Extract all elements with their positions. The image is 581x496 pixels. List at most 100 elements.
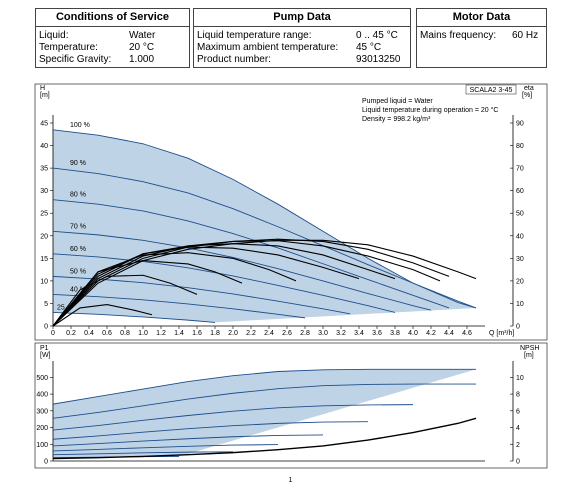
page-number: 1 [288,477,293,484]
power-y-axis-unit: [W] [40,352,51,359]
head-curve-label: 70 % [70,223,86,230]
head-x-tick-label: 1.0 [138,330,148,337]
head-curve-label: 50 % [70,268,86,275]
pump-label-ambient: Maximum ambient temperature: [197,42,339,53]
motor-label-frequency: Mains frequency: [420,30,497,41]
head-x-tick-label: 0.8 [120,330,130,337]
head-curve-label: 40 % [70,286,86,293]
pump-value-ambient: 45 °C [356,42,382,53]
power-operating-area [53,369,476,458]
motor-data-title: Motor Data [417,9,546,27]
head-x-tick-label: 2.2 [246,330,256,337]
eta-y-tick-label: 90 [516,121,524,128]
npsh-curve [52,417,477,460]
efficiency-curve-2 [52,240,441,327]
power-y-tick-label: 400 [36,392,48,399]
pump-value-temp-range: 0 .. 45 °C [356,30,398,41]
power-y-axis-label: P1 [40,345,49,352]
pump-data-title: Pump Data [194,9,410,27]
head-y-tick-label: 30 [40,188,48,195]
head-x-tick-label: 0 [51,330,55,337]
head-x-tick-label: 4.2 [426,330,436,337]
pump-data-table: Pump Data Liquid temperature range: 0 ..… [193,8,411,68]
head-curve-label: 60 % [70,246,86,253]
power-y-tick-label: 100 [36,442,48,449]
head-curve-3 [52,230,432,311]
head-x-tick-label: 4.0 [408,330,418,337]
pump-note: Pumped liquid = Water [362,98,433,105]
eta-y-axis-label: eta [524,85,534,92]
head-x-tick-label: 2.4 [264,330,274,337]
head-curve-7 [52,312,216,323]
eta-y-tick-label: 60 [516,188,524,195]
power-curve-3 [52,421,369,440]
head-curve-1 [52,167,477,309]
service-value-gravity: 1.000 [129,54,155,65]
service-label-liquid: Liquid: [39,30,69,41]
model-label: SCALA2 3-45 [470,87,513,94]
motor-value-frequency: 60 Hz [512,30,539,41]
head-curve-label: 25 [57,304,65,311]
power-y-tick-label: 200 [36,425,48,432]
head-x-tick-label: 1.2 [156,330,166,337]
conditions-of-service-table: Conditions of Service Liquid: Water Temp… [35,8,190,68]
eta-y-tick-label: 10 [516,301,524,308]
head-y-tick-label: 0 [44,324,48,331]
head-y-tick-label: 20 [40,233,48,240]
power-curve-1 [52,383,476,419]
power-y-tick-label: 500 [36,375,48,382]
power-y-tick-label: 300 [36,408,48,415]
head-x-tick-label: 0.2 [66,330,76,337]
pump-value-product: 93013250 [356,54,401,65]
conditions-of-service-title: Conditions of Service [36,9,189,27]
head-y-tick-label: 5 [44,301,48,308]
power-curve-4 [52,434,324,447]
npsh-y-tick-label: 0 [516,459,520,466]
eta-y-tick-label: 20 [516,278,524,285]
efficiency-curve-4 [52,246,360,327]
efficiency-curve-6 [52,260,243,327]
pump-note: Density = 998.2 kg/m³ [362,116,431,123]
head-x-tick-label: 2.0 [228,330,238,337]
npsh-y-axis-label: NPSH [520,345,539,352]
efficiency-curve-8 [52,304,153,327]
npsh-y-tick-label: 4 [516,425,520,432]
npsh-y-tick-label: 10 [516,375,524,382]
head-x-tick-label: 3.0 [318,330,328,337]
npsh-y-tick-label: 2 [516,442,520,449]
eta-y-tick-label: 0 [516,324,520,331]
service-label-temperature: Temperature: [39,42,98,53]
head-curve-6 [52,293,306,319]
head-curve-label: 80 % [70,192,86,199]
power-curve-2 [52,404,414,431]
pump-note: Liquid temperature during operation = 20… [362,106,498,114]
pump-label-product: Product number: [197,54,271,65]
head-x-tick-label: 4.4 [444,330,454,337]
service-value-temperature: 20 °C [129,42,155,53]
head-y-tick-label: 25 [40,211,48,218]
service-value-liquid: Water [129,30,156,41]
efficiency-curve-1 [52,238,450,327]
power-curve-0 [52,368,476,405]
npsh-y-tick-label: 8 [516,392,520,399]
eta-y-tick-label: 30 [516,256,524,263]
power-curve-5 [52,444,279,452]
pump-label-temp-range: Liquid temperature range: [197,30,312,41]
head-y-tick-label: 10 [40,278,48,285]
eta-y-axis-unit: [%] [522,92,532,99]
head-y-tick-label: 35 [40,166,48,173]
head-x-tick-label: 0.6 [102,330,112,337]
motor-data-table: Motor Data Mains frequency: 60 Hz [416,8,547,68]
head-x-tick-label: 4.6 [462,330,472,337]
npsh-y-tick-label: 6 [516,408,520,415]
head-y-tick-label: 45 [40,121,48,128]
head-x-tick-label: 1.4 [174,330,184,337]
power-curve-6 [52,451,234,456]
head-x-tick-label: 3.8 [390,330,400,337]
model-label-box [465,84,517,95]
head-y-axis-unit: [m] [40,92,50,99]
head-y-tick-label: 15 [40,256,48,263]
efficiency-curve-3 [52,243,396,327]
eta-y-tick-label: 70 [516,166,524,173]
